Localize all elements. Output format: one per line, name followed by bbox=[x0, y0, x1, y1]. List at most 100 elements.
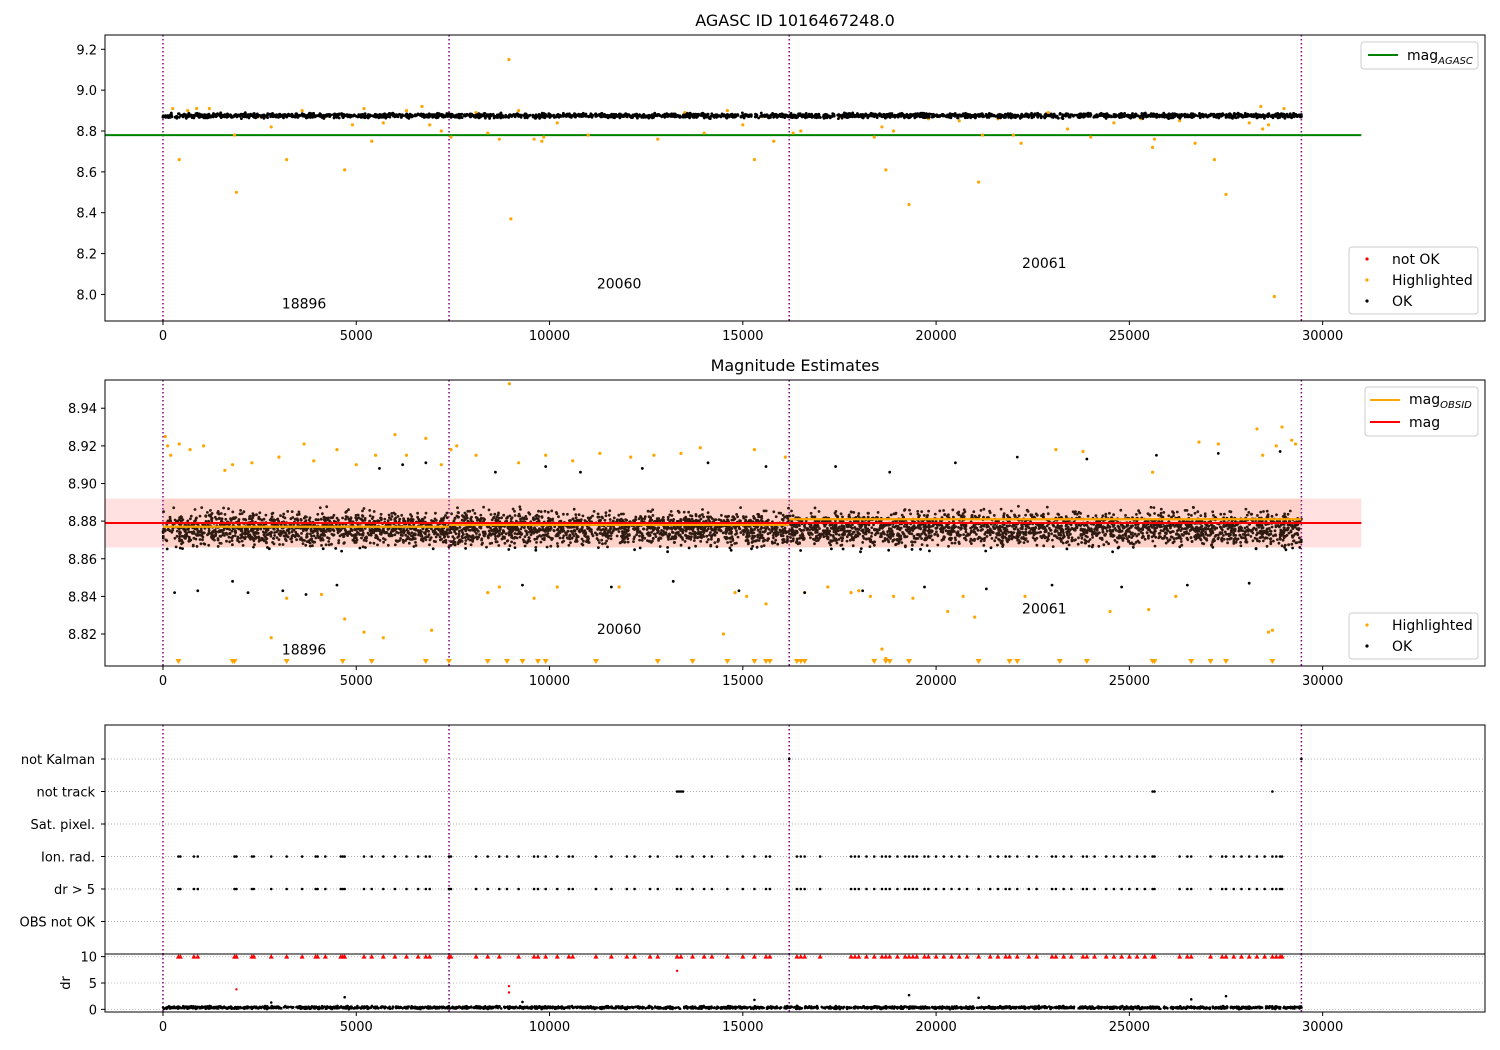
ok-point bbox=[934, 114, 938, 118]
ok-point bbox=[1231, 116, 1234, 120]
ok-point bbox=[1125, 113, 1129, 117]
highlighted-point bbox=[350, 123, 354, 127]
ok-point bbox=[633, 114, 637, 117]
highlighted-point bbox=[868, 594, 872, 598]
ok-point bbox=[1019, 114, 1023, 117]
ok-point bbox=[504, 114, 508, 118]
ok-point bbox=[706, 112, 710, 116]
highlighted-point bbox=[598, 451, 602, 455]
ok-point bbox=[1013, 113, 1017, 117]
ok-point bbox=[416, 112, 420, 116]
highlighted-point bbox=[555, 585, 559, 589]
ok-point bbox=[1202, 113, 1205, 117]
ok-point bbox=[613, 114, 617, 118]
ok-point bbox=[720, 112, 724, 116]
highlighted-point bbox=[1147, 607, 1151, 612]
highlighted-point bbox=[195, 106, 199, 111]
ok-point bbox=[760, 115, 764, 118]
ok-point bbox=[234, 113, 238, 116]
ok-point bbox=[531, 115, 535, 119]
ok-point bbox=[552, 113, 556, 117]
highlighted-point bbox=[319, 592, 324, 597]
highlighted-point bbox=[1212, 158, 1217, 162]
ok-point bbox=[538, 115, 542, 119]
ok-point bbox=[1158, 115, 1161, 119]
highlighted-point bbox=[312, 459, 316, 463]
ok-point bbox=[229, 113, 232, 117]
ok-point bbox=[780, 112, 784, 116]
ok-point bbox=[258, 114, 262, 117]
ok-point bbox=[510, 113, 513, 117]
highlighted-point bbox=[449, 448, 453, 452]
ok-point bbox=[1243, 113, 1247, 117]
ok-point bbox=[1285, 112, 1289, 116]
highlighted-point bbox=[393, 432, 397, 437]
ok-point bbox=[1018, 116, 1022, 120]
ok-point bbox=[544, 112, 547, 116]
ok-point bbox=[1247, 114, 1251, 117]
ok-point bbox=[223, 115, 226, 119]
ok-point bbox=[559, 115, 563, 118]
ok-point bbox=[432, 113, 436, 117]
highlighted-point bbox=[439, 463, 443, 467]
ok-point bbox=[240, 117, 243, 120]
ok-point bbox=[294, 113, 298, 117]
ok-point bbox=[211, 113, 215, 117]
ok-point bbox=[447, 112, 451, 115]
ok-point bbox=[837, 117, 840, 120]
highlighted-point bbox=[517, 108, 521, 113]
ok-point bbox=[930, 113, 934, 116]
ok-point bbox=[741, 111, 744, 115]
ok-point bbox=[1086, 111, 1090, 115]
ok-point bbox=[804, 112, 808, 115]
obsid-label: 18896 bbox=[282, 297, 327, 313]
ok-point bbox=[1220, 114, 1224, 118]
ok-point bbox=[828, 114, 831, 118]
highlighted-point bbox=[880, 125, 884, 129]
ok-point bbox=[177, 112, 180, 116]
highlighted-point bbox=[373, 453, 378, 457]
highlighted-point bbox=[177, 158, 181, 162]
ok-point bbox=[750, 113, 753, 117]
obsid-label: 20061 bbox=[1022, 256, 1067, 272]
ok-point bbox=[673, 112, 677, 116]
ok-point bbox=[666, 550, 669, 554]
ok-point bbox=[1149, 112, 1153, 116]
ok-point bbox=[831, 115, 834, 118]
ok-point bbox=[1199, 114, 1202, 117]
ok-point bbox=[1078, 116, 1081, 119]
ok-point bbox=[359, 113, 363, 117]
ok-point bbox=[215, 114, 219, 117]
ok-point bbox=[1134, 112, 1138, 116]
highlighted-point bbox=[1197, 440, 1201, 444]
ok-point bbox=[1173, 115, 1176, 119]
highlighted-point bbox=[799, 129, 803, 133]
ok-point bbox=[736, 113, 740, 116]
ok-point bbox=[996, 116, 1000, 120]
ok-point bbox=[671, 114, 675, 118]
ok-point bbox=[275, 113, 279, 117]
ok-point bbox=[911, 114, 914, 118]
ok-point bbox=[352, 114, 355, 118]
highlighted-point bbox=[702, 131, 706, 135]
ok-point bbox=[1272, 114, 1275, 118]
panel-agasc-x-axis: 0 5000 10000 15000 20000 25000 30000 bbox=[159, 321, 1343, 344]
legend-ok-marker bbox=[1365, 299, 1369, 303]
ok-point bbox=[945, 115, 948, 119]
ok-point bbox=[686, 115, 690, 118]
ok-point bbox=[654, 113, 658, 116]
ok-point bbox=[928, 549, 931, 553]
highlighted-point bbox=[946, 609, 950, 614]
ok-point bbox=[1216, 113, 1220, 116]
highlighted-point bbox=[1272, 294, 1276, 299]
highlighted-point bbox=[1259, 104, 1263, 109]
highlighted-offscale-marker bbox=[751, 659, 758, 664]
ok-point bbox=[254, 114, 257, 118]
ok-point bbox=[1274, 112, 1278, 116]
ok-point bbox=[985, 113, 988, 117]
ok-point bbox=[657, 113, 661, 117]
highlighted-point bbox=[509, 217, 513, 221]
ok-point bbox=[1064, 114, 1068, 118]
highlighted-point bbox=[171, 106, 175, 111]
ok-point bbox=[263, 114, 266, 118]
